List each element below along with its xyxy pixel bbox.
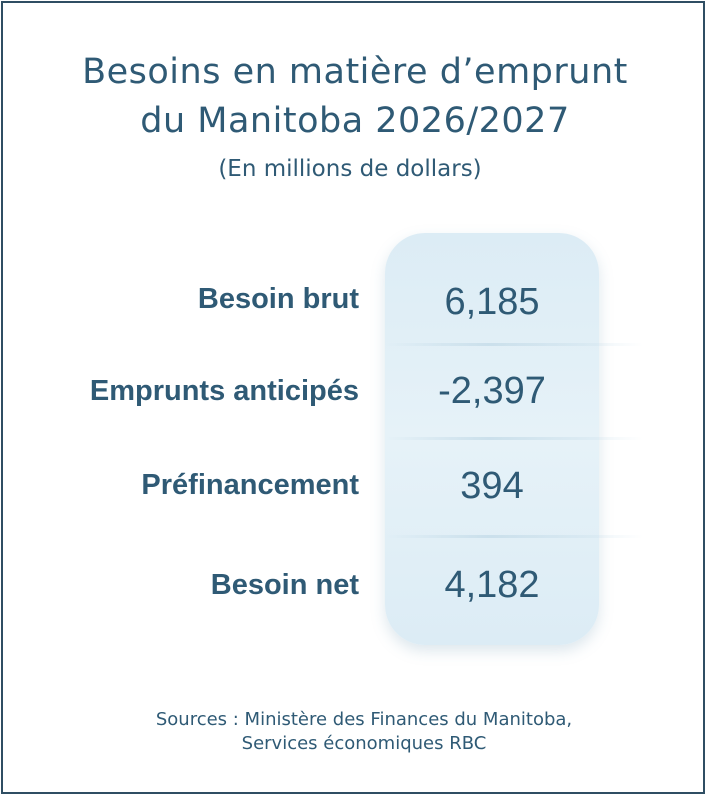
chart-subtitle: (En millions de dollars) bbox=[218, 156, 482, 182]
row-label-emprunts-anticipes: Emprunts anticipés bbox=[89, 375, 359, 407]
row-value-prefinancement: 394 bbox=[460, 465, 524, 507]
row-value-besoin-net: 4,182 bbox=[444, 564, 540, 606]
row-label-prefinancement: Préfinancement bbox=[141, 469, 359, 501]
row-value-emprunts-anticipes: -2,397 bbox=[438, 370, 546, 412]
row-separator bbox=[385, 437, 643, 440]
chart-title-line-1: Besoins en matière d’emprunt bbox=[82, 52, 628, 92]
row-separator bbox=[385, 343, 643, 346]
chart-title-line-2: du Manitoba 2026/2027 bbox=[140, 101, 570, 141]
source-note-line-1: Sources : Ministère des Finances du Mani… bbox=[155, 709, 573, 730]
row-value-besoin-brut: 6,185 bbox=[444, 281, 540, 323]
row-label-besoin-brut: Besoin brut bbox=[197, 283, 359, 315]
source-note-line-2: Services économiques RBC bbox=[241, 733, 487, 754]
row-separator bbox=[385, 535, 643, 538]
row-label-besoin-net: Besoin net bbox=[210, 569, 359, 601]
